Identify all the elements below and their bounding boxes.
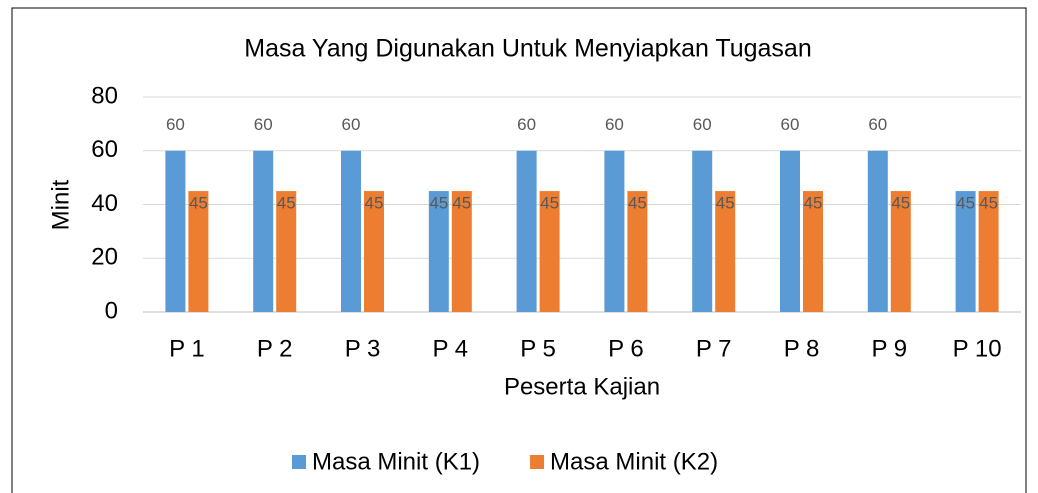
bar: [715, 191, 736, 312]
x-tick-label: P 9: [872, 335, 908, 362]
y-tick-label: 80: [91, 82, 118, 109]
bar: [627, 191, 648, 312]
data-label: 45: [716, 194, 735, 213]
data-label: 45: [891, 194, 910, 213]
bar: [165, 150, 186, 312]
x-tick-label: P 7: [696, 335, 732, 362]
chart-title: Masa Yang Digunakan Untuk Menyiapkan Tug…: [244, 35, 812, 63]
bar: [516, 150, 537, 312]
legend-label: Masa Minit (K1): [312, 448, 480, 475]
bar: [276, 191, 297, 312]
bar: [978, 191, 999, 312]
y-axis-label: Minit: [47, 179, 74, 230]
y-tick-label: 20: [91, 244, 118, 271]
x-tick-label: P 2: [257, 335, 293, 362]
bar: [955, 191, 976, 312]
bar: [604, 150, 625, 312]
data-label: 45: [804, 194, 823, 213]
bar: [890, 191, 911, 312]
bar: [803, 191, 823, 312]
data-label: 60: [605, 115, 624, 134]
data-label: 45: [628, 194, 647, 213]
bar: [451, 191, 472, 312]
data-label: 45: [452, 194, 471, 213]
data-label: 60: [693, 115, 712, 134]
data-label: 45: [979, 194, 998, 213]
bar: [253, 150, 274, 312]
data-label: 60: [166, 115, 185, 134]
data-label: 45: [540, 194, 559, 213]
bar: [539, 191, 560, 312]
bar: [780, 150, 800, 312]
x-tick-label: P 8: [784, 335, 820, 362]
data-label: 45: [189, 194, 208, 213]
x-tick-label: P 10: [953, 335, 1002, 362]
bar: [692, 150, 713, 312]
y-tick-label: 60: [91, 136, 118, 163]
bar: [364, 191, 384, 312]
legend-swatch: [292, 455, 306, 469]
data-label: 60: [342, 115, 361, 134]
data-label: 60: [254, 115, 273, 134]
data-label: 45: [429, 194, 448, 213]
bar: [428, 191, 449, 312]
bar: [867, 150, 888, 312]
data-label: 60: [868, 115, 887, 134]
data-label: 60: [517, 115, 536, 134]
x-tick-label: P 3: [345, 335, 381, 362]
x-tick-label: P 4: [433, 335, 469, 362]
data-label: 60: [781, 115, 800, 134]
data-label: 45: [956, 194, 975, 213]
y-tick-label: 40: [91, 190, 118, 217]
x-tick-label: P 6: [608, 335, 644, 362]
x-axis-label: Peserta Kajian: [504, 373, 660, 400]
data-label: 45: [277, 194, 296, 213]
bar: [341, 150, 361, 312]
data-label: 45: [365, 194, 384, 213]
x-tick-label: P 5: [520, 335, 556, 362]
x-tick-label: P 1: [169, 335, 205, 362]
legend-swatch: [530, 455, 545, 469]
y-tick-label: 0: [105, 297, 118, 324]
legend-label: Masa Minit (K2): [550, 448, 718, 475]
bar: [188, 191, 209, 312]
